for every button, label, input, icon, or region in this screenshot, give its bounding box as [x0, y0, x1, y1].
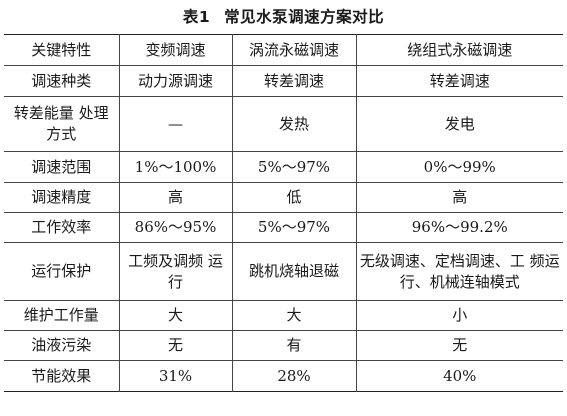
header-cell-vfd: 变频调速 — [118, 34, 233, 66]
table-cell: 5%～97% — [231, 151, 357, 183]
table-row: 调速种类 动力源调速 转差调速 转差调速 — [4, 65, 563, 97]
table-title: 常见水泵调速方案对比 — [224, 8, 385, 26]
table-cell: 大 — [231, 300, 357, 331]
table-row: 运行保护 工频及调频 运行 跳机烧轴退磁 无级调速、定档调速、工 频运行、机械连… — [4, 242, 563, 301]
table-cell: 31% — [118, 360, 233, 392]
row-label: 油液污染 — [4, 330, 120, 361]
table-cell: 转差调速 — [231, 65, 357, 97]
table-row: 调速精度 高 低 高 — [4, 182, 563, 213]
table-cell: 跳机烧轴退磁 — [231, 242, 357, 301]
table-header-row: 关键特性 变频调速 涡流永磁调速 绕组式永磁调速 — [4, 34, 563, 66]
table-cell: 5%～97% — [231, 212, 357, 243]
table-cell: 有 — [231, 330, 357, 361]
table-cell: 无 — [118, 330, 233, 361]
row-label: 节能效果 — [4, 360, 120, 392]
table-row: 调速范围 1%～100% 5%～97% 0%～99% — [4, 151, 563, 183]
table-row: 转差能量 处理方式 — 发热 发电 — [4, 96, 563, 152]
table-cell: 40% — [355, 360, 563, 392]
table-row: 节能效果 31% 28% 40% — [4, 360, 563, 392]
table-cell: 发电 — [355, 96, 563, 152]
row-label: 调速精度 — [4, 182, 120, 213]
row-label: 维护工作量 — [4, 300, 120, 331]
table-cell: 发热 — [231, 96, 357, 152]
table-row: 油液污染 无 有 无 — [4, 330, 563, 361]
table-cell: 动力源调速 — [118, 65, 233, 97]
table-cell: 小 — [355, 300, 563, 331]
row-label: 工作效率 — [4, 212, 120, 243]
comparison-table: 关键特性 变频调速 涡流永磁调速 绕组式永磁调速 调速种类 动力源调速 转差调速… — [4, 34, 563, 392]
table-cell: 转差调速 — [355, 65, 563, 97]
table-cell: — — [118, 96, 233, 152]
row-label: 转差能量 处理方式 — [4, 96, 120, 152]
table-cell: 28% — [231, 360, 357, 392]
table-row: 维护工作量 大 大 小 — [4, 300, 563, 331]
table-cell: 1%～100% — [118, 151, 233, 183]
table-cell: 0%～99% — [355, 151, 563, 183]
header-cell-winding-pm: 绕组式永磁调速 — [355, 34, 563, 66]
table-cell: 96%～99.2% — [355, 212, 563, 243]
row-label: 调速范围 — [4, 151, 120, 183]
table-cell: 大 — [118, 300, 233, 331]
table-caption: 表1 常见水泵调速方案对比 — [0, 5, 567, 29]
row-label: 调速种类 — [4, 65, 120, 97]
table-cell: 高 — [118, 182, 233, 213]
table-cell: 低 — [231, 182, 357, 213]
table-cell: 工频及调频 运行 — [118, 242, 233, 301]
table-cell: 86%～95% — [118, 212, 233, 243]
table-number: 表1 — [182, 8, 211, 26]
row-label: 运行保护 — [4, 242, 120, 301]
table-cell: 高 — [355, 182, 563, 213]
header-cell-feature: 关键特性 — [4, 34, 120, 66]
table-cell: 无 — [355, 330, 563, 361]
table-row: 工作效率 86%～95% 5%～97% 96%～99.2% — [4, 212, 563, 243]
table-cell: 无级调速、定档调速、工 频运行、机械连轴模式 — [355, 242, 563, 301]
header-cell-eddy-pm: 涡流永磁调速 — [231, 34, 357, 66]
